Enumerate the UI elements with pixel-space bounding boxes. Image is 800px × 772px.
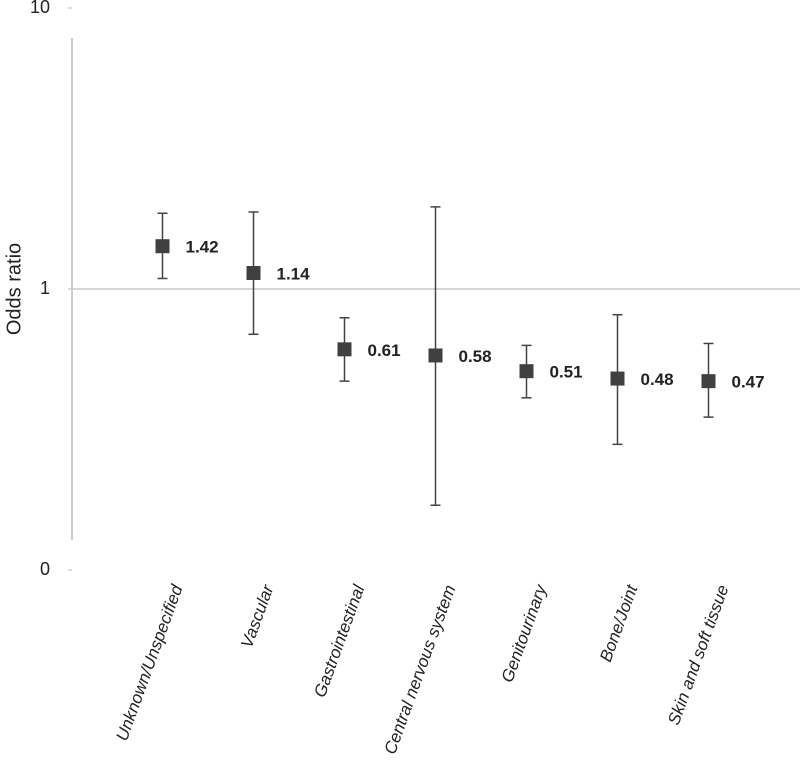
y-axis-label: Odds ratio	[3, 243, 25, 335]
y-tick-label: 0	[40, 559, 50, 579]
point-marker	[337, 342, 352, 357]
point-marker	[610, 371, 625, 386]
point-marker	[155, 239, 170, 254]
x-tick-label: Gastrointestinal	[310, 581, 369, 700]
point-marker	[428, 348, 443, 363]
data-label: 1.14	[277, 264, 311, 283]
data-label: 1.42	[186, 238, 219, 257]
y-tick-label: 1	[40, 278, 50, 298]
x-tick-label: Unknown/Unspecified	[112, 582, 186, 744]
data-label: 0.51	[550, 363, 583, 382]
point-marker	[701, 374, 716, 389]
data-label: 0.47	[732, 373, 765, 392]
data-label: 0.61	[368, 341, 401, 360]
x-tick-label: Bone/Joint	[596, 581, 642, 664]
x-tick-label: Vascular	[237, 581, 278, 650]
point-marker	[246, 266, 261, 281]
data-label: 0.48	[641, 370, 674, 389]
y-tick-label: 10	[30, 0, 50, 17]
x-tick-label: Skin and soft tissue	[664, 582, 732, 727]
x-tick-label: Genitourinary	[498, 581, 551, 685]
x-tick-label: Central nervous system	[381, 582, 460, 756]
point-marker	[519, 364, 534, 379]
data-label: 0.58	[459, 347, 492, 366]
